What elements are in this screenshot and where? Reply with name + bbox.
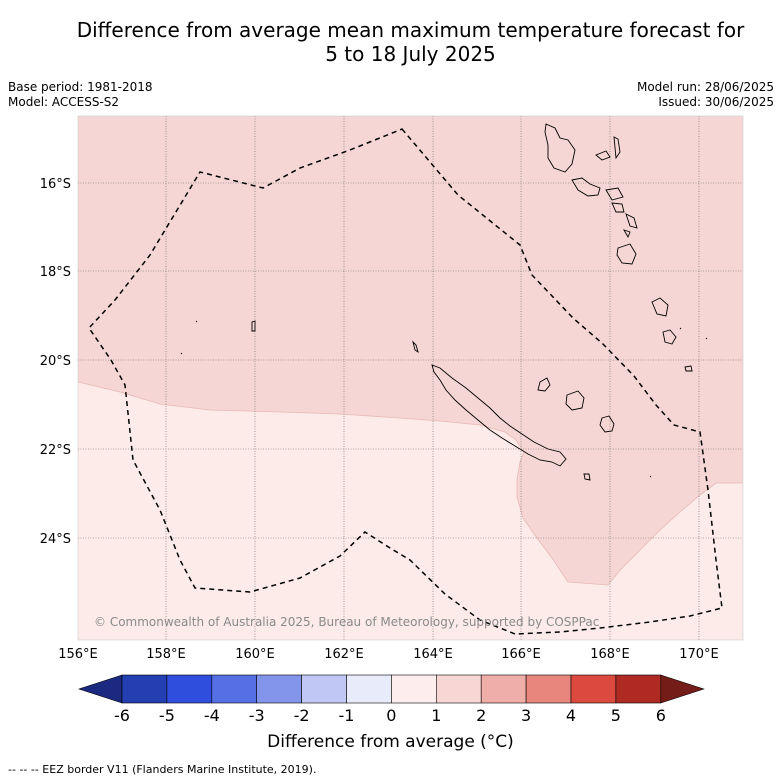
- isle-of-pines: [583, 473, 591, 481]
- lat-label-20s: 20°S: [40, 354, 71, 369]
- lat-label-16s: 16°S: [40, 177, 71, 192]
- colorbar-swatch: [435, 674, 482, 704]
- walpole-islet: [649, 475, 652, 478]
- base-period: Base period: 1981-2018: [8, 80, 153, 94]
- credit-text: © Commonwealth of Australia 2025, Bureau…: [94, 615, 599, 629]
- vanuatu-tanna: [651, 297, 669, 317]
- lon-label-164e: 164°E: [413, 647, 453, 662]
- colorbar-title: Difference from average (°C): [267, 732, 514, 752]
- coastlines: [180, 123, 708, 481]
- map-area: [78, 116, 743, 640]
- colorbar-tick-label: 1: [431, 706, 441, 725]
- colorbar-tick-label: -1: [339, 706, 355, 725]
- colorbar-tick-label: 5: [611, 706, 621, 725]
- lon-label-156e: 156°E: [58, 647, 98, 662]
- vanuatu-aneityum: [662, 329, 677, 345]
- lon-label-170e: 170°E: [679, 647, 719, 662]
- colorbar-tick-label: -5: [159, 706, 175, 725]
- islet-f: [705, 337, 708, 340]
- loyalty-island-lifou: [565, 390, 585, 411]
- vanuatu-erromango: [616, 243, 637, 265]
- colorbar-swatch: [570, 674, 617, 704]
- lat-label-24s: 24°S: [40, 532, 71, 547]
- eez-border: [88, 128, 723, 635]
- eez-footnote: -- -- -- EEZ border V11 (Flanders Marine…: [8, 763, 317, 776]
- colorbar-extend-low: [78, 674, 123, 704]
- vanuatu-malekula: [595, 150, 611, 161]
- model-name: Model: ACCESS-S2: [8, 95, 120, 109]
- colorbar-tick-label: -6: [114, 706, 130, 725]
- title-line-1: Difference from average mean maximum tem…: [76, 18, 745, 42]
- gridlines: [78, 116, 743, 640]
- colorbar-swatch: [615, 674, 662, 704]
- vanuatu-epi: [605, 187, 624, 201]
- lon-label-162e: 162°E: [324, 647, 364, 662]
- vanuatu-maewo: [613, 136, 621, 160]
- issued-date: Issued: 30/06/2025: [658, 95, 774, 109]
- new-caledonia-island: [431, 364, 567, 467]
- colorbar-tick-label: -2: [294, 706, 310, 725]
- colorbar: [78, 674, 705, 704]
- vanuatu-espiritu-santo: [544, 123, 576, 173]
- colorbar-tick-label: 0: [386, 706, 396, 725]
- colorbar-tick-label: 4: [566, 706, 576, 725]
- colorbar-tick-label: 3: [521, 706, 531, 725]
- colorbar-tick-label: 2: [476, 706, 486, 725]
- vanuatu-ambrym: [571, 177, 601, 197]
- islet-d: [180, 352, 183, 355]
- model-run: Model run: 28/06/2025: [636, 80, 774, 94]
- colorbar-tick-label: 6: [656, 706, 666, 725]
- colorbar-swatch: [166, 674, 213, 704]
- title-line-2: 5 to 18 July 2025: [325, 42, 496, 66]
- anomaly-region-1-2: [78, 116, 743, 585]
- colorbar-swatch: [211, 674, 258, 704]
- colorbar-swatch: [480, 674, 527, 704]
- lon-label-166e: 166°E: [501, 647, 541, 662]
- lon-label-160e: 160°E: [235, 647, 275, 662]
- colorbar-swatch: [301, 674, 347, 704]
- anomaly-contour: [78, 381, 743, 586]
- colorbar-swatch: [346, 674, 392, 704]
- islet-a: [684, 365, 693, 372]
- islet-b: [251, 320, 256, 332]
- lon-label-158e: 158°E: [146, 647, 186, 662]
- colorbar-swatch: [121, 674, 168, 704]
- map-frame: [77, 115, 744, 641]
- loyalty-island-mare: [599, 415, 615, 433]
- colorbar-swatch: [256, 674, 302, 704]
- loyalty-island-ouvea: [537, 377, 551, 392]
- colorbar-tick-labels: -6 -5 -4 -3 -2 -1 0 1 2 3 4 5 6: [114, 706, 666, 725]
- colorbar-tick-label: -3: [249, 706, 265, 725]
- longitude-labels: 156°E 158°E 160°E 162°E 164°E 166°E 168°…: [58, 647, 719, 662]
- belep-islands: [412, 340, 419, 354]
- latitude-labels: 16°S 18°S 20°S 22°S 24°S: [40, 177, 71, 547]
- colorbar-extend-high: [660, 674, 705, 704]
- vanuatu-efate: [611, 202, 625, 213]
- lat-label-18s: 18°S: [40, 265, 71, 280]
- colorbar-tick-label: -4: [204, 706, 220, 725]
- islet-e: [679, 327, 682, 330]
- chart-title: Difference from average mean maximum tem…: [0, 18, 781, 66]
- colorbar-swatch: [525, 674, 572, 704]
- lon-label-168e: 168°E: [590, 647, 630, 662]
- metadata-right: Model run: 28/06/2025 Issued: 30/06/2025: [637, 80, 774, 110]
- vanuatu-small-islands: [623, 213, 638, 239]
- islet-c: [195, 320, 198, 323]
- colorbar-swatch: [391, 674, 437, 704]
- lat-label-22s: 22°S: [40, 443, 71, 458]
- metadata-left: Base period: 1981-2018 Model: ACCESS-S2: [8, 80, 153, 110]
